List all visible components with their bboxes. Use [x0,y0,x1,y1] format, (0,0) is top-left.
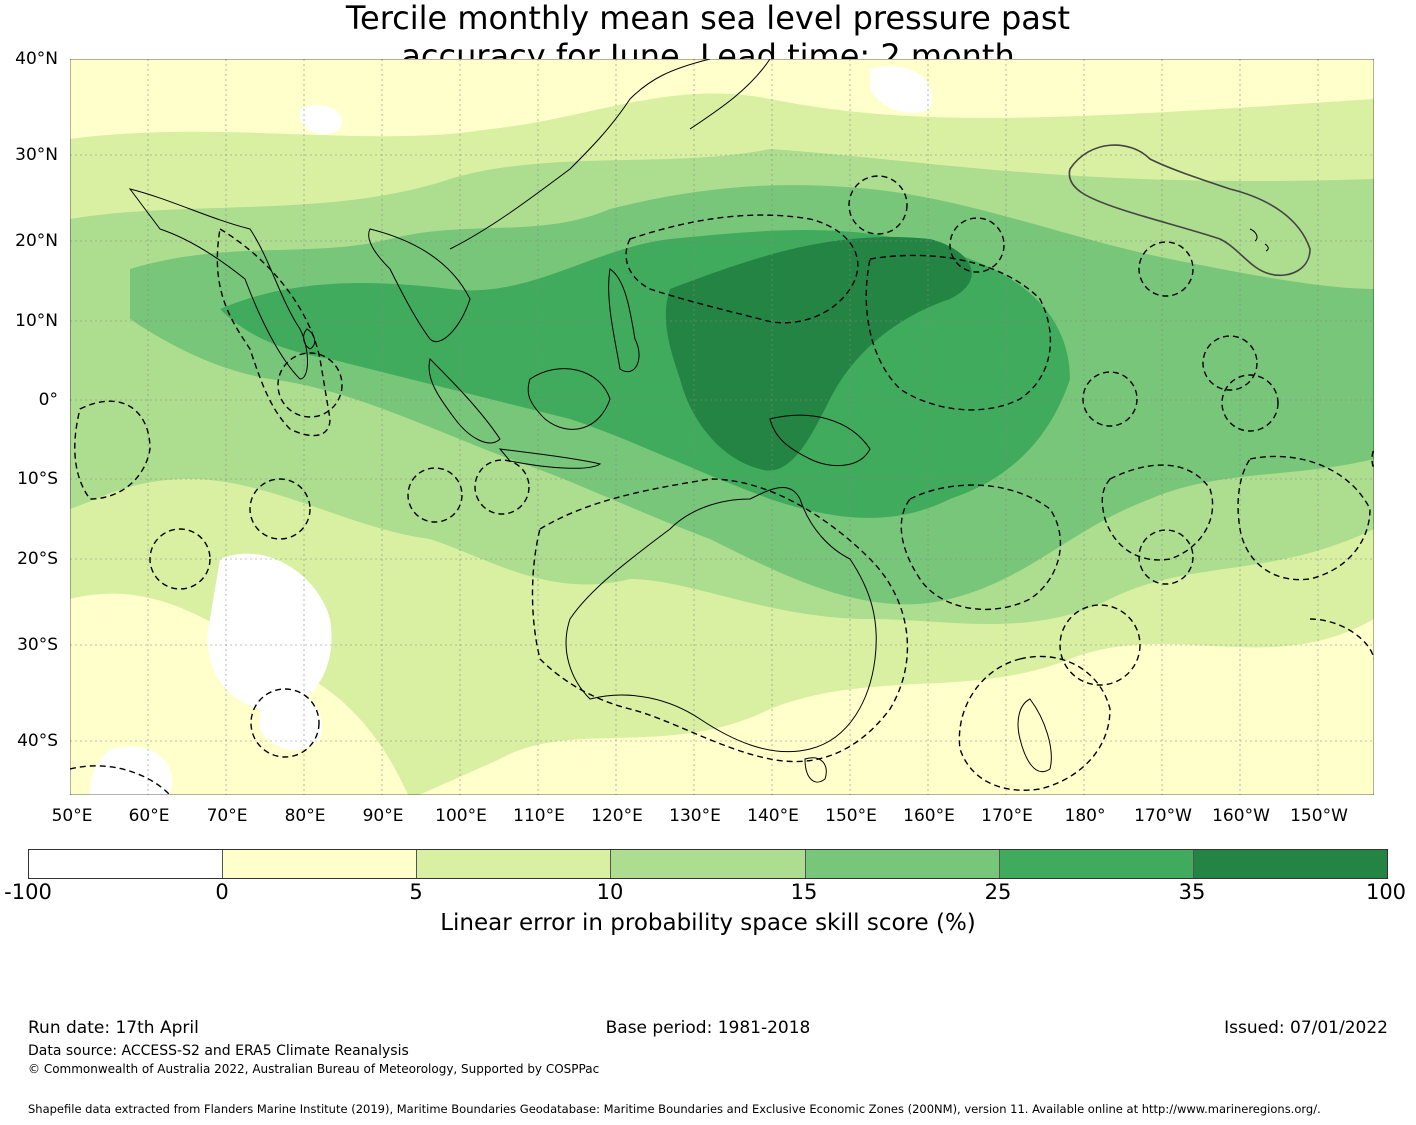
colorbar-tick: 15 [790,880,818,904]
colorbar-segment [29,850,224,878]
colorbar-segment [611,850,806,878]
colorbar-segment [999,850,1194,878]
lon-label: 120°E [591,806,643,826]
colorbar-tick: 10 [596,880,624,904]
colorbar-tick: 100 [1365,880,1407,904]
colorbar-tick: 5 [409,880,423,904]
colorbar-segment [1193,850,1387,878]
lat-label-40n: 40°N [15,49,58,69]
colorbar [28,849,1388,879]
lon-label: 160°E [903,806,955,826]
negative-skill-patches [90,66,932,795]
lon-label: 160°W [1212,806,1270,826]
lat-label-20n: 20°N [15,231,58,251]
lat-label-10n: 10°N [15,311,58,331]
issued-date: Issued: 07/01/2022 [1224,1018,1388,1038]
colorbar-segment [223,850,418,878]
skill-band-35-100 [665,237,972,471]
colorbar-tick: -100 [4,880,52,904]
colorbar-segment [417,850,612,878]
lon-label: 80°E [284,806,326,826]
base-period: Base period: 1981-2018 [605,1018,811,1038]
lon-label: 90°E [362,806,404,826]
lon-label: 110°E [513,806,565,826]
lat-label-0: 0° [38,390,58,410]
lon-label: 70°E [206,806,248,826]
data-source: Data source: ACCESS-S2 and ERA5 Climate … [28,1043,409,1059]
lat-label-30n: 30°N [15,145,58,165]
lat-label-30s: 30°S [17,635,58,655]
lon-label: 50°E [51,806,93,826]
colorbar-tick: 25 [984,880,1012,904]
run-date: Run date: 17th April [28,1018,199,1038]
lon-label: 100°E [435,806,487,826]
lat-label-20s: 20°S [17,549,58,569]
hawaii-eez-outline [1068,144,1311,276]
colorbar-tick: 0 [215,880,229,904]
skill-score-map [70,59,1374,795]
lon-label: 180° [1064,806,1106,826]
lon-label: 150°E [825,806,877,826]
coastlines [128,59,1269,783]
lat-label-10s: 10°S [17,469,58,489]
lon-label: 170°W [1134,806,1192,826]
copyright: © Commonwealth of Australia 2022, Austra… [28,1062,600,1076]
map-title-line-1: Tercile monthly mean sea level pressure … [345,0,1071,37]
lon-label: 130°E [669,806,721,826]
lon-label: 140°E [747,806,799,826]
lon-label: 170°E [981,806,1033,826]
colorbar-label: Linear error in probability space skill … [440,910,976,936]
lat-label-40s: 40°S [17,731,58,751]
lon-label: 60°E [128,806,170,826]
eez-boundaries [70,175,1374,795]
colorbar-tick: 35 [1178,880,1206,904]
shapefile-credit: Shapefile data extracted from Flanders M… [28,1102,1321,1116]
colorbar-segment [805,850,1000,878]
lon-label: 150°W [1290,806,1348,826]
